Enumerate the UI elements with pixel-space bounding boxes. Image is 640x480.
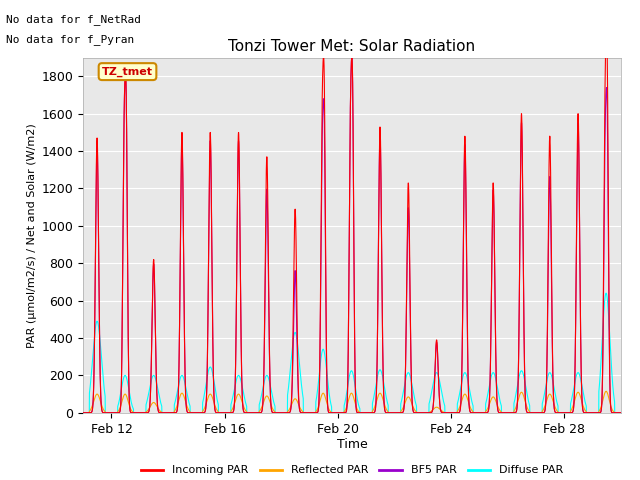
Title: Tonzi Tower Met: Solar Radiation: Tonzi Tower Met: Solar Radiation xyxy=(228,39,476,54)
Y-axis label: PAR (μmol/m2/s) / Net and Solar (W/m2): PAR (μmol/m2/s) / Net and Solar (W/m2) xyxy=(28,123,37,348)
Text: TZ_tmet: TZ_tmet xyxy=(102,67,153,77)
X-axis label: Time: Time xyxy=(337,438,367,451)
Text: No data for f_Pyran: No data for f_Pyran xyxy=(6,34,134,45)
Legend: Incoming PAR, Reflected PAR, BF5 PAR, Diffuse PAR: Incoming PAR, Reflected PAR, BF5 PAR, Di… xyxy=(137,461,567,480)
Text: No data for f_NetRad: No data for f_NetRad xyxy=(6,14,141,25)
